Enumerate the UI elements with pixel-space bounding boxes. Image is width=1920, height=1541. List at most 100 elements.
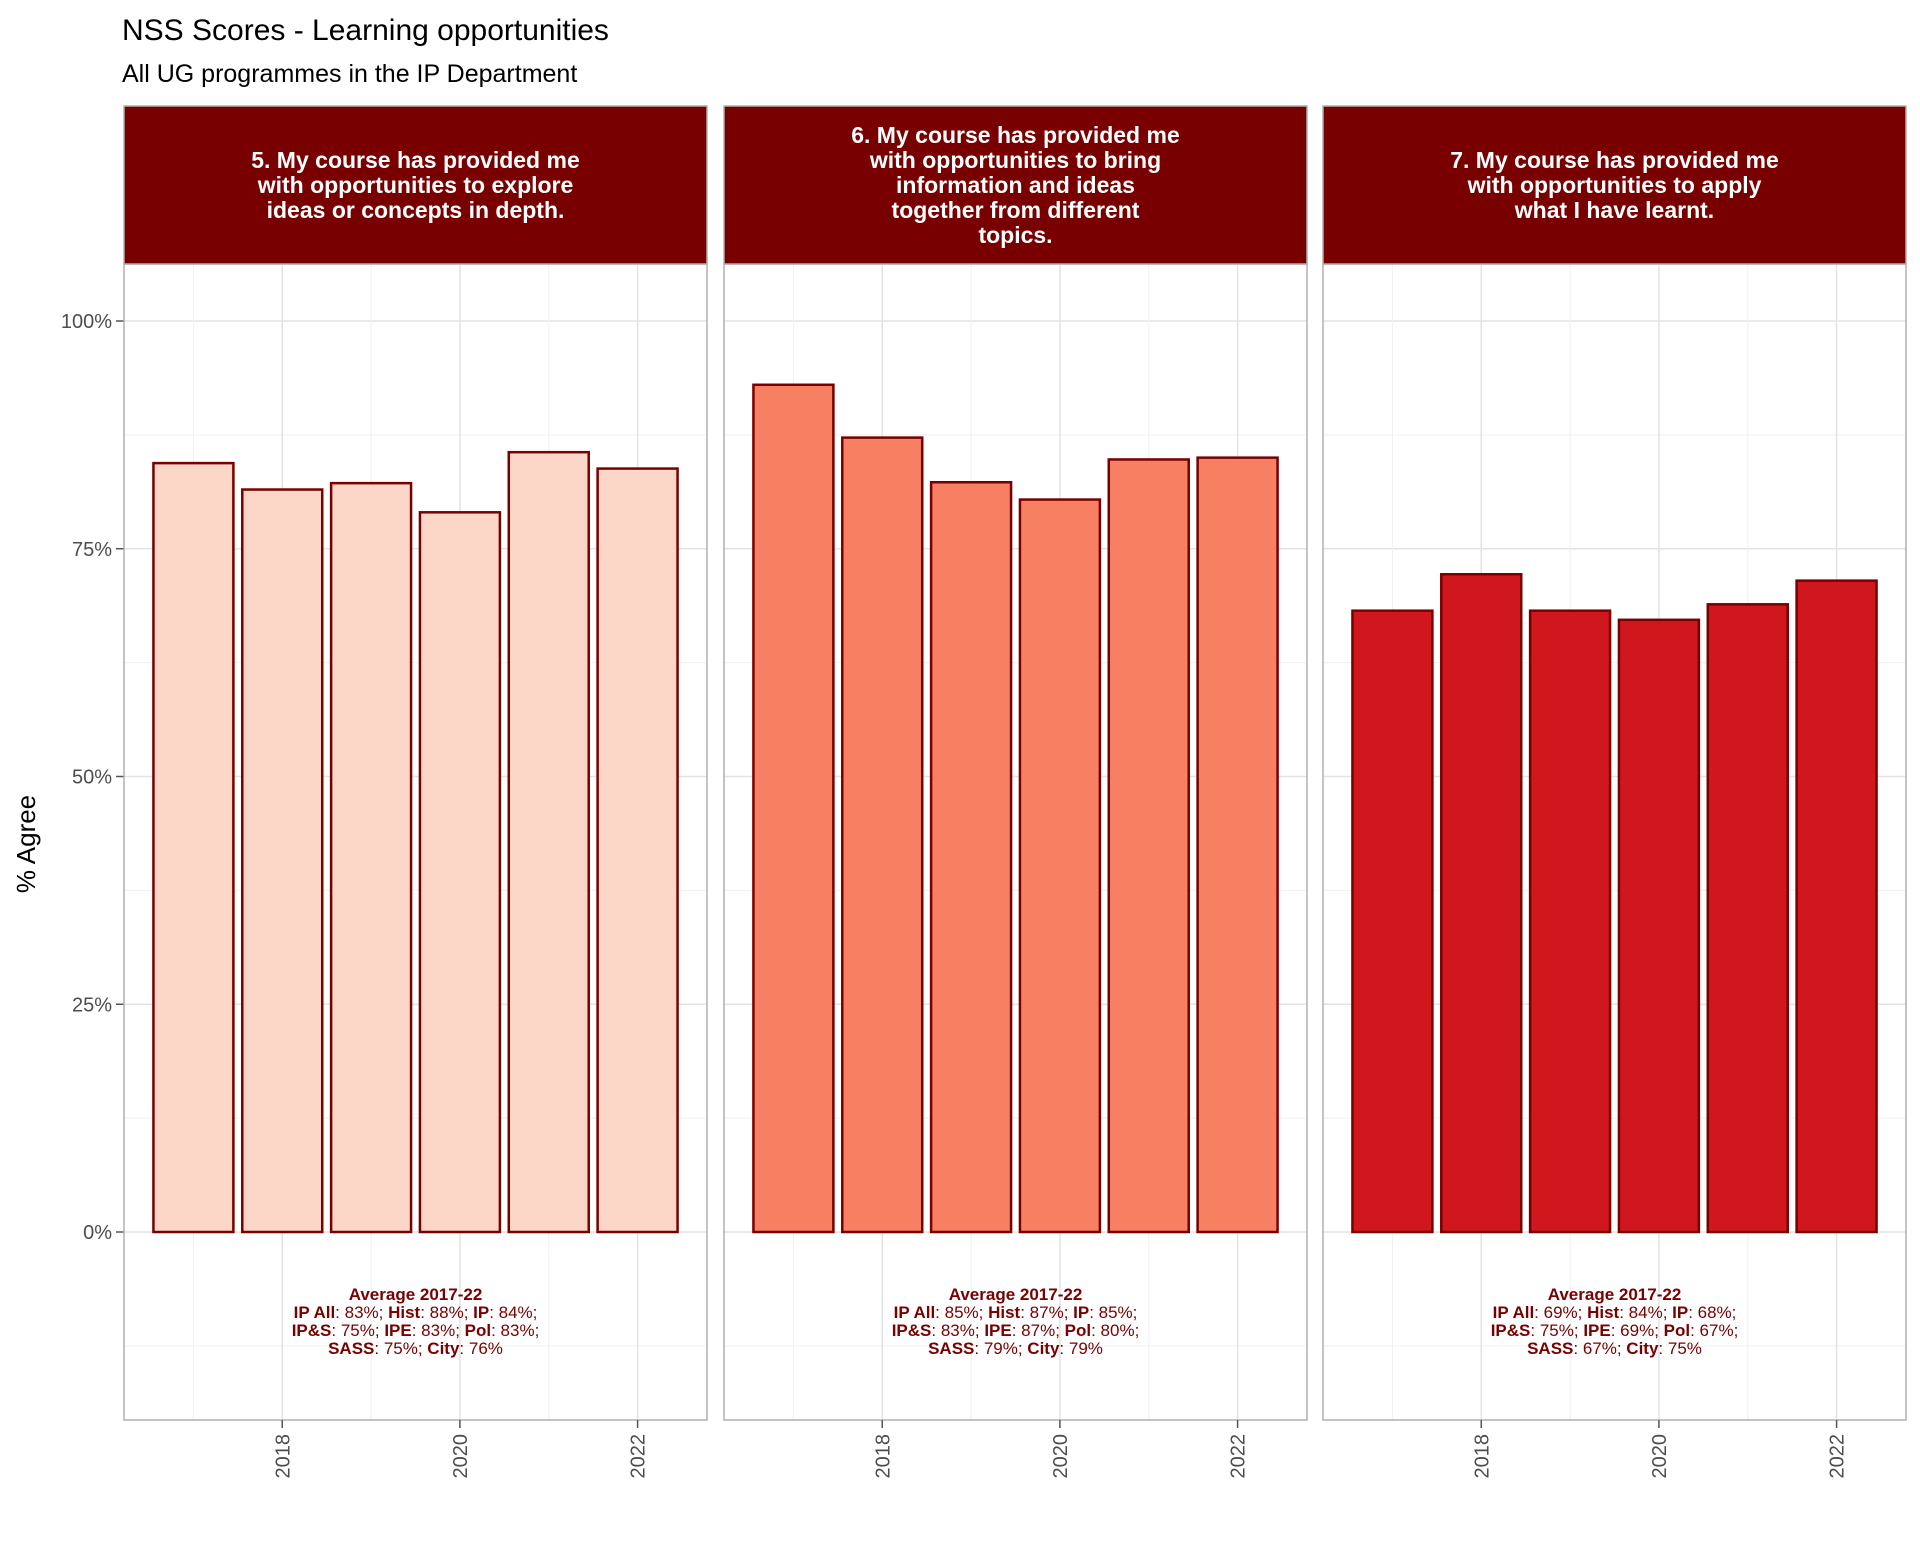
- annotation-segment: : 79%;: [974, 1339, 1027, 1358]
- annotation-segment: : 83%;: [931, 1321, 984, 1340]
- bar-2022: [596, 467, 679, 1234]
- annotation-segment: : 75%: [1658, 1339, 1701, 1358]
- facet-strip-label: topics.: [978, 222, 1052, 248]
- bar-2021: [507, 450, 590, 1234]
- x-tick-label: 2020: [1649, 1434, 1671, 1479]
- bar-2017: [1351, 609, 1434, 1234]
- annotation-segment: SASS: [1527, 1339, 1573, 1358]
- annotation-segment: IP All: [894, 1303, 936, 1322]
- facet-strip: [123, 105, 708, 265]
- x-tick-label: 2018: [272, 1434, 294, 1479]
- y-axis-label: % Agree: [11, 795, 41, 893]
- annotation-segment: IPE: [1583, 1321, 1610, 1340]
- facet-strip: [1322, 105, 1907, 265]
- annotation-segment: : 67%;: [1690, 1321, 1738, 1340]
- y-tick-label: 50%: [72, 767, 112, 789]
- bar-2020: [1617, 618, 1701, 1234]
- annotation-segment: IP All: [1493, 1303, 1535, 1322]
- average-annotation-line: IP&S: 83%; IPE: 87%; Pol: 80%;: [892, 1321, 1140, 1340]
- average-annotation-line: IP All: 85%; Hist: 87%; IP: 85%;: [894, 1303, 1138, 1322]
- average-annotation-line: IP All: 83%; Hist: 88%; IP: 84%;: [294, 1303, 538, 1322]
- annotation-segment: : 75%;: [331, 1321, 384, 1340]
- facet-strip-label: what I have learnt.: [1514, 197, 1714, 223]
- average-annotation-line: SASS: 75%; City: 76%: [328, 1339, 503, 1358]
- x-tick-label: 2020: [1050, 1434, 1072, 1479]
- bar-2019: [1528, 609, 1612, 1234]
- y-tick-label: 0%: [83, 1222, 112, 1244]
- annotation-segment: : 85%;: [1089, 1303, 1137, 1322]
- annotation-segment: : 84%;: [1619, 1303, 1672, 1322]
- annotation-segment: IP: [473, 1303, 489, 1322]
- annotation-segment: IPE: [384, 1321, 411, 1340]
- annotation-segment: Pol: [1065, 1321, 1091, 1340]
- annotation-segment: IP&S: [1491, 1321, 1531, 1340]
- annotation-segment: : 83%;: [412, 1321, 465, 1340]
- annotation-segment: : 80%;: [1091, 1321, 1139, 1340]
- bar-2021: [1706, 603, 1789, 1234]
- average-annotation-line: IP&S: 75%; IPE: 69%; Pol: 67%;: [1491, 1321, 1739, 1340]
- bar-2020: [1018, 498, 1102, 1234]
- annotation-segment: Hist: [388, 1303, 420, 1322]
- annotation-segment: : 83%;: [335, 1303, 388, 1322]
- facet-panel-2: Average 2017-22 IP All : 85%; Hist: 87%; I…: [723, 105, 1308, 1479]
- annotation-segment: Average 2017-22: [1548, 1285, 1682, 1304]
- annotation-segment: : 75%;: [1530, 1321, 1583, 1340]
- bar-2017: [152, 461, 235, 1234]
- annotation-segment: IP&S: [292, 1321, 332, 1340]
- y-tick-label: 75%: [72, 539, 112, 561]
- facet-strip-label: ideas or concepts in depth.: [267, 197, 565, 223]
- bar-2017: [752, 383, 835, 1234]
- bar-2022: [1795, 579, 1878, 1234]
- bar-2021: [1107, 458, 1190, 1234]
- facet-strip-label: with opportunities to bring: [869, 147, 1161, 173]
- annotation-segment: Pol: [1664, 1321, 1690, 1340]
- facet-strip: [723, 105, 1308, 265]
- annotation-segment: : 83%;: [491, 1321, 539, 1340]
- average-annotation-line: IP&S: 75%; IPE: 83%; Pol: 83%;: [292, 1321, 540, 1340]
- facet-strip-label: information and ideas: [896, 172, 1135, 198]
- y-tick-label: 25%: [72, 994, 112, 1016]
- x-tick-label: 2022: [628, 1434, 650, 1479]
- annotation-segment: City: [1027, 1339, 1060, 1358]
- annotation-segment: IP: [1073, 1303, 1089, 1322]
- annotation-segment: Average 2017-22: [349, 1285, 483, 1304]
- facet-strip-label: 5. My course has provided me: [251, 147, 580, 173]
- annotation-segment: Hist: [988, 1303, 1020, 1322]
- facet-strip-label: 6. My course has provided me: [851, 122, 1180, 148]
- average-annotation-line: IP All: 69%; Hist: 84%; IP: 68%;: [1493, 1303, 1737, 1322]
- annotation-segment: Average 2017-22: [949, 1285, 1083, 1304]
- annotation-segment: : 87%;: [1020, 1303, 1073, 1322]
- annotation-segment: : 87%;: [1012, 1321, 1065, 1340]
- annotation-segment: : 88%;: [420, 1303, 473, 1322]
- facet-strip-label: 7. My course has provided me: [1450, 147, 1779, 173]
- bar-2018: [841, 436, 924, 1234]
- annotation-segment: : 75%;: [374, 1339, 427, 1358]
- bar-2018: [241, 488, 324, 1234]
- annotation-segment: : 67%;: [1573, 1339, 1626, 1358]
- annotation-segment: City: [427, 1339, 460, 1358]
- bar-2022: [1196, 456, 1279, 1234]
- average-annotation-line: Average 2017-22: [949, 1285, 1083, 1304]
- annotation-segment: Hist: [1587, 1303, 1619, 1322]
- annotation-segment: City: [1626, 1339, 1659, 1358]
- y-tick-label: 100%: [61, 311, 112, 333]
- annotation-segment: : 79%: [1059, 1339, 1102, 1358]
- facet-strip-label: with opportunities to explore: [257, 172, 574, 198]
- annotation-segment: IP All: [294, 1303, 336, 1322]
- annotation-segment: IP&S: [892, 1321, 932, 1340]
- x-tick-label: 2020: [450, 1434, 472, 1479]
- bar-2020: [418, 511, 502, 1234]
- annotation-segment: : 76%: [459, 1339, 502, 1358]
- x-tick-label: 2018: [872, 1434, 894, 1479]
- average-annotation-line: SASS: 79%; City: 79%: [928, 1339, 1103, 1358]
- annotation-segment: SASS: [928, 1339, 974, 1358]
- average-annotation-line: SASS: 67%; City: 75%: [1527, 1339, 1702, 1358]
- average-annotation-line: Average 2017-22: [1548, 1285, 1682, 1304]
- annotation-segment: SASS: [328, 1339, 374, 1358]
- annotation-segment: : 69%;: [1534, 1303, 1587, 1322]
- annotation-segment: : 69%;: [1611, 1321, 1664, 1340]
- annotation-segment: IPE: [984, 1321, 1011, 1340]
- x-tick-label: 2022: [1827, 1434, 1849, 1479]
